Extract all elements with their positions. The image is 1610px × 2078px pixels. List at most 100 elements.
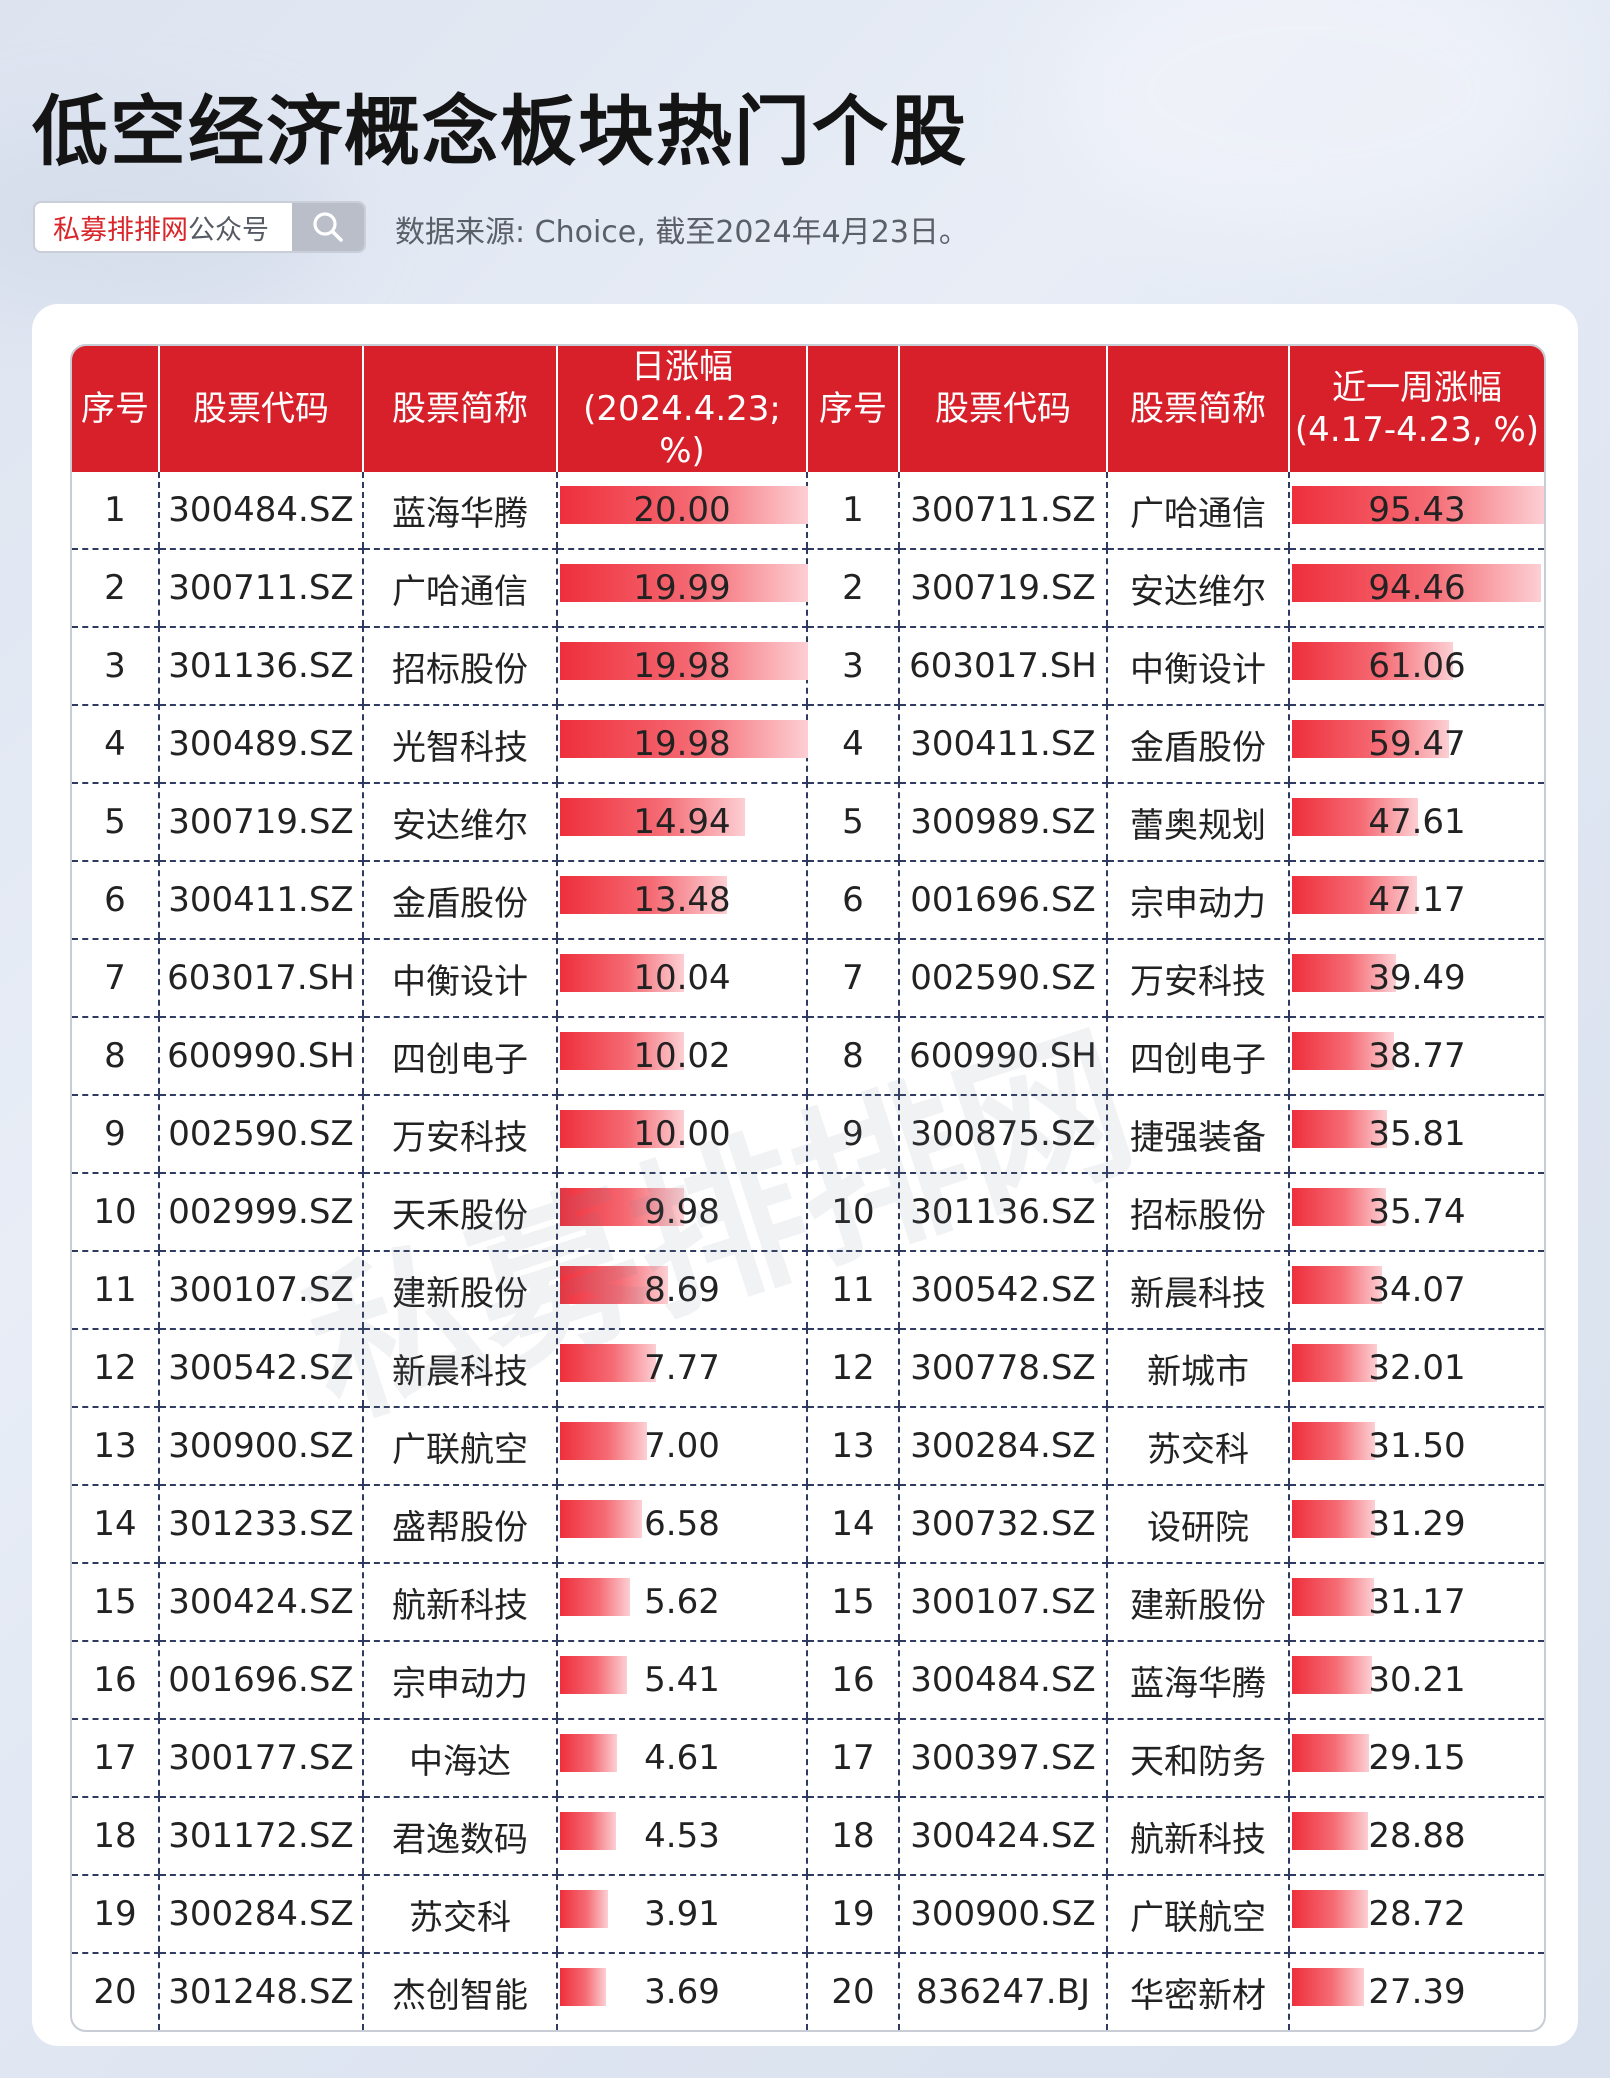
table-header-row: 序号 股票代码 股票简称 日涨幅 (2024.4.23; %) 序号 股票代码 股…	[72, 346, 1544, 472]
daily-change-cell: 10.00	[558, 1094, 808, 1172]
weekly-change-cell-value: 39.49	[1368, 958, 1466, 998]
name-cell-2: 天和防务	[1108, 1718, 1290, 1796]
search-label: 私募排排网 公众号	[35, 203, 292, 251]
search-icon	[313, 212, 343, 242]
brand-name: 私募排排网	[53, 214, 188, 246]
daily-change-cell-value: 3.69	[644, 1972, 720, 2012]
daily-change-cell: 8.69	[558, 1250, 808, 1328]
weekly-change-cell-bar	[1292, 1656, 1372, 1694]
daily-change-cell-value: 7.00	[644, 1426, 720, 1466]
daily-change-cell-bar	[560, 1812, 616, 1850]
weekly-change-cell: 61.06	[1290, 626, 1544, 704]
daily-change-cell: 4.61	[558, 1718, 808, 1796]
weekly-change-cell: 31.50	[1290, 1406, 1544, 1484]
name-cell: 盛帮股份	[364, 1484, 558, 1562]
seq-cell-2: 19	[808, 1874, 900, 1952]
table-row: 19 300284.SZ 苏交科 3.91 19 300900.SZ 广联航空 28.72	[72, 1874, 1544, 1952]
daily-change-cell-bar	[560, 1032, 684, 1070]
name-cell-2: 捷强装备	[1108, 1094, 1290, 1172]
search-button[interactable]	[292, 203, 364, 251]
header-seq-2: 序号	[808, 346, 900, 472]
name-cell-2: 中衡设计	[1108, 626, 1290, 704]
name-cell: 君逸数码	[364, 1796, 558, 1874]
seq-cell-2: 8	[808, 1016, 900, 1094]
daily-change-cell: 3.69	[558, 1952, 808, 2030]
weekly-change-cell-value: 35.81	[1368, 1114, 1466, 1154]
daily-change-cell-value: 14.94	[633, 802, 731, 842]
daily-change-cell-bar	[560, 1266, 668, 1304]
name-cell: 天禾股份	[364, 1172, 558, 1250]
daily-change-cell-bar	[560, 1656, 627, 1694]
name-cell-2: 广哈通信	[1108, 472, 1290, 548]
page-title: 低空经济概念板块热门个股	[32, 87, 968, 176]
header-name-2: 股票简称	[1108, 346, 1290, 472]
weekly-change-cell-bar	[1292, 486, 1544, 524]
table-row: 5 300719.SZ 安达维尔 14.94 5 300989.SZ 蕾奥规划 47.61	[72, 782, 1544, 860]
weekly-change-cell: 38.77	[1290, 1016, 1544, 1094]
table-row: 20 301248.SZ 杰创智能 3.69 20 836247.BJ 华密新材 27.39	[72, 1952, 1544, 2030]
seq-cell-2: 9	[808, 1094, 900, 1172]
name-cell-2: 华密新材	[1108, 1952, 1290, 2030]
seq-cell: 5	[72, 782, 160, 860]
seq-cell-2: 6	[808, 860, 900, 938]
header-weekly-title: 近一周涨幅	[1332, 368, 1502, 408]
name-cell: 招标股份	[364, 626, 558, 704]
code-cell-2: 300542.SZ	[900, 1250, 1108, 1328]
weekly-change-cell-bar	[1292, 876, 1417, 914]
daily-change-cell-bar	[560, 486, 808, 524]
seq-cell: 2	[72, 548, 160, 626]
seq-cell: 17	[72, 1718, 160, 1796]
weekly-change-cell: 47.17	[1290, 860, 1544, 938]
seq-cell: 16	[72, 1640, 160, 1718]
header-name: 股票简称	[364, 346, 558, 472]
name-cell: 杰创智能	[364, 1952, 558, 2030]
weekly-change-cell-bar	[1292, 1500, 1375, 1538]
code-cell: 300719.SZ	[160, 782, 364, 860]
daily-change-cell-value: 19.98	[633, 724, 731, 764]
name-cell-2: 蕾奥规划	[1108, 782, 1290, 860]
table-row: 8 600990.SH 四创电子 10.02 8 600990.SH 四创电子 38.77	[72, 1016, 1544, 1094]
name-cell-2: 建新股份	[1108, 1562, 1290, 1640]
weekly-change-cell: 27.39	[1290, 1952, 1544, 2030]
daily-change-cell-bar	[560, 876, 727, 914]
weekly-change-cell: 31.29	[1290, 1484, 1544, 1562]
name-cell: 航新科技	[364, 1562, 558, 1640]
seq-cell-2: 20	[808, 1952, 900, 2030]
weekly-change-cell-value: 59.47	[1368, 724, 1466, 764]
name-cell: 万安科技	[364, 1094, 558, 1172]
table-row: 11 300107.SZ 建新股份 8.69 11 300542.SZ 新晨科技 34.07	[72, 1250, 1544, 1328]
code-cell-2: 300900.SZ	[900, 1874, 1108, 1952]
daily-change-cell-value: 9.98	[644, 1192, 720, 1232]
code-cell-2: 301136.SZ	[900, 1172, 1108, 1250]
code-cell-2: 603017.SH	[900, 626, 1108, 704]
name-cell: 中衡设计	[364, 938, 558, 1016]
search-box[interactable]: 私募排排网 公众号	[33, 201, 366, 253]
daily-change-cell-value: 10.00	[633, 1114, 731, 1154]
code-cell-2: 300719.SZ	[900, 548, 1108, 626]
brand-suffix: 公众号	[188, 214, 269, 246]
daily-change-cell-value: 10.02	[633, 1036, 731, 1076]
weekly-change-cell-bar	[1292, 1032, 1394, 1070]
name-cell: 苏交科	[364, 1874, 558, 1952]
name-cell: 金盾股份	[364, 860, 558, 938]
daily-change-cell: 19.99	[558, 548, 808, 626]
name-cell: 安达维尔	[364, 782, 558, 860]
weekly-change-cell-value: 29.15	[1368, 1738, 1466, 1778]
code-cell-2: 300778.SZ	[900, 1328, 1108, 1406]
daily-change-cell: 5.62	[558, 1562, 808, 1640]
daily-change-cell-bar	[560, 564, 808, 602]
weekly-change-cell: 35.74	[1290, 1172, 1544, 1250]
code-cell: 301233.SZ	[160, 1484, 364, 1562]
daily-change-cell-bar	[560, 954, 684, 992]
table-row: 2 300711.SZ 广哈通信 19.99 2 300719.SZ 安达维尔 94.46	[72, 548, 1544, 626]
daily-change-cell-bar	[560, 1968, 606, 2006]
code-cell: 301172.SZ	[160, 1796, 364, 1874]
daily-change-cell: 9.98	[558, 1172, 808, 1250]
daily-change-cell-bar	[560, 1500, 642, 1538]
stock-table: 序号 股票代码 股票简称 日涨幅 (2024.4.23; %) 序号 股票代码 股…	[70, 344, 1546, 2032]
table-row: 10 002999.SZ 天禾股份 9.98 10 301136.SZ 招标股份 35.74	[72, 1172, 1544, 1250]
code-cell: 300489.SZ	[160, 704, 364, 782]
daily-change-cell-value: 5.41	[644, 1660, 720, 1700]
weekly-change-cell-value: 27.39	[1368, 1972, 1466, 2012]
code-cell-2: 600990.SH	[900, 1016, 1108, 1094]
